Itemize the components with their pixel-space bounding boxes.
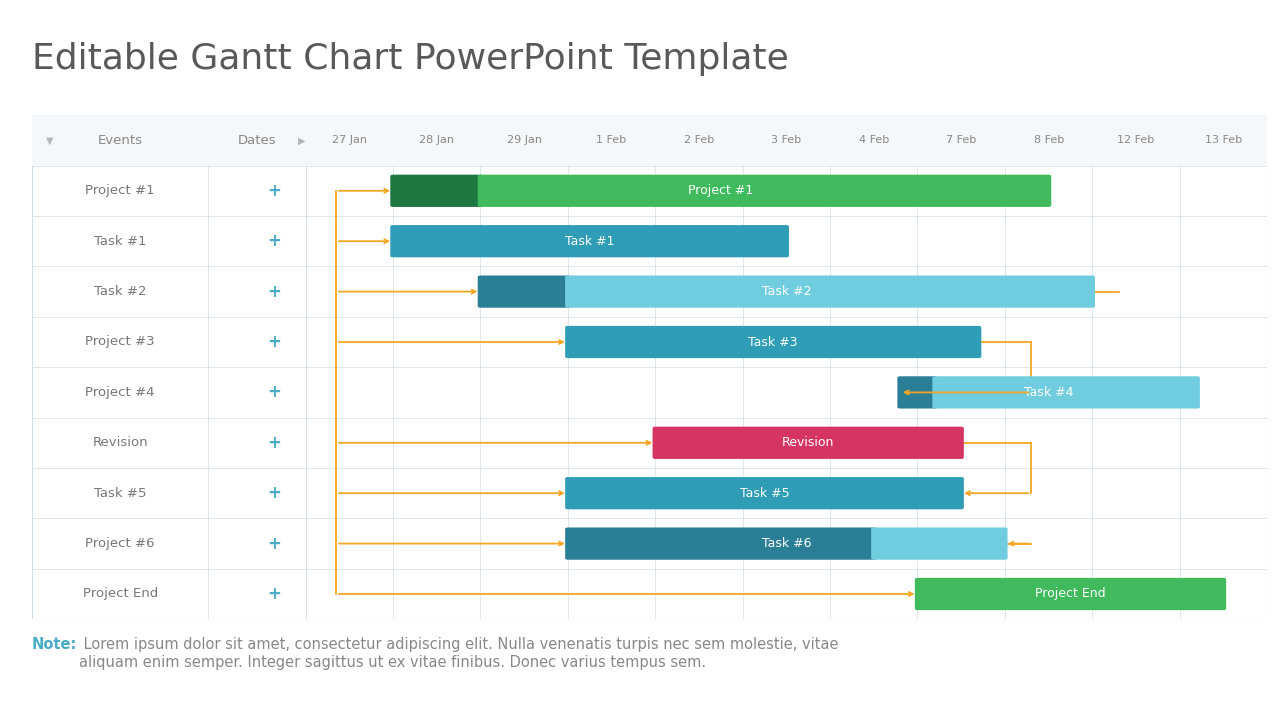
Text: Task #6: Task #6 [762, 537, 812, 550]
Text: Events: Events [97, 134, 143, 147]
Text: Task #1: Task #1 [564, 235, 614, 248]
Text: Project End: Project End [83, 588, 157, 600]
FancyBboxPatch shape [932, 377, 1199, 408]
Text: 27 Jan: 27 Jan [332, 135, 367, 145]
Text: 4 Feb: 4 Feb [859, 135, 888, 145]
Text: +: + [268, 383, 282, 402]
Text: Task #5: Task #5 [93, 487, 146, 500]
Text: Dates: Dates [238, 134, 276, 147]
Text: Task #5: Task #5 [740, 487, 790, 500]
Bar [32, 115, 1267, 166]
Text: Lorem ipsum dolor sit amet, consectetur adipiscing elit. Nulla venenatis turpis : Lorem ipsum dolor sit amet, consectetur … [79, 637, 838, 670]
Text: +: + [268, 485, 282, 503]
Text: Task #3: Task #3 [749, 336, 797, 348]
Text: 7 Feb: 7 Feb [946, 135, 977, 145]
Text: Editable Gantt Chart PowerPoint Template: Editable Gantt Chart PowerPoint Template [32, 42, 788, 76]
Text: +: + [268, 534, 282, 553]
Text: Task #4: Task #4 [1024, 386, 1074, 399]
Text: +: + [268, 585, 282, 603]
Text: +: + [268, 232, 282, 251]
Text: Project #1: Project #1 [689, 184, 754, 197]
Text: Task #1: Task #1 [93, 235, 146, 248]
Text: Revision: Revision [782, 436, 835, 449]
Text: Project #6: Project #6 [86, 537, 155, 550]
FancyBboxPatch shape [653, 427, 964, 459]
Text: 12 Feb: 12 Feb [1117, 135, 1155, 145]
FancyBboxPatch shape [477, 276, 571, 307]
FancyBboxPatch shape [390, 225, 788, 257]
Text: Revision: Revision [92, 436, 148, 449]
FancyBboxPatch shape [897, 377, 938, 408]
Text: Task #2: Task #2 [762, 285, 812, 298]
Text: +: + [268, 282, 282, 301]
Text: 13 Feb: 13 Feb [1204, 135, 1242, 145]
FancyBboxPatch shape [390, 175, 483, 207]
Text: 3 Feb: 3 Feb [772, 135, 801, 145]
FancyBboxPatch shape [477, 175, 1051, 207]
Text: 8 Feb: 8 Feb [1033, 135, 1064, 145]
FancyBboxPatch shape [566, 276, 1094, 307]
Text: Project #3: Project #3 [86, 336, 155, 348]
Text: ▶: ▶ [298, 135, 306, 145]
Text: 29 Jan: 29 Jan [507, 135, 541, 145]
Text: +: + [268, 182, 282, 200]
Text: 2 Feb: 2 Feb [684, 135, 714, 145]
Text: +: + [268, 433, 282, 452]
Text: +: + [268, 333, 282, 351]
FancyBboxPatch shape [566, 477, 964, 509]
Text: Project End: Project End [1036, 588, 1106, 600]
FancyBboxPatch shape [566, 326, 982, 358]
Text: ▼: ▼ [46, 135, 54, 145]
Text: Task #2: Task #2 [93, 285, 146, 298]
FancyBboxPatch shape [872, 528, 1007, 559]
FancyBboxPatch shape [566, 528, 877, 559]
Text: Project #1: Project #1 [86, 184, 155, 197]
Text: Note:: Note: [32, 637, 77, 652]
Text: Project #4: Project #4 [86, 386, 155, 399]
Text: 28 Jan: 28 Jan [419, 135, 454, 145]
FancyBboxPatch shape [915, 578, 1226, 610]
Text: 1 Feb: 1 Feb [596, 135, 627, 145]
